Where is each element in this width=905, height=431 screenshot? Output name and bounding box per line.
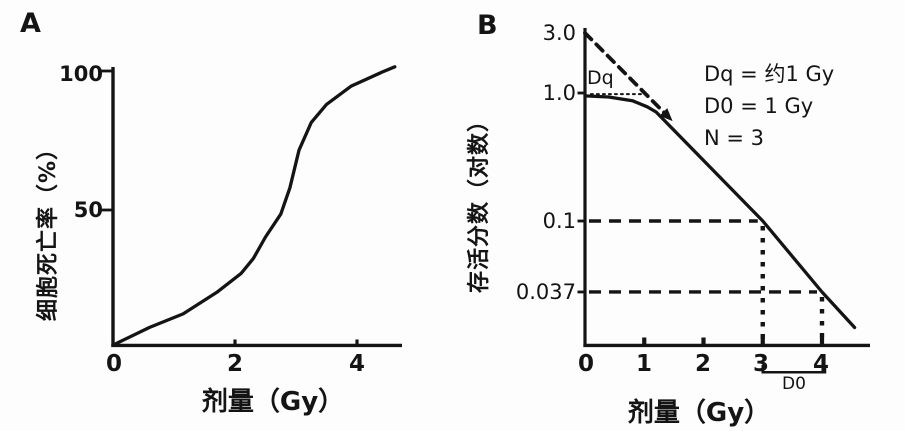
panel-a-x-axis-title: 剂量（Gy）	[201, 387, 345, 417]
panel-b-ytick-label-0.1: 0.1	[542, 209, 576, 233]
panel-b-ytick-label-1.0: 1.0	[542, 81, 576, 105]
panel-b-ytick-label-3.0: 3.0	[542, 21, 576, 45]
panel-b-survival-fraction-curve	[583, 94, 857, 330]
panel-b-xtick-label-1: 1	[635, 351, 653, 377]
panel-b-xtick-label-4: 4	[812, 351, 830, 377]
panel-a-label: A	[20, 8, 41, 39]
panel-a-xtick-label-0: 0	[105, 351, 123, 377]
panel-a-xtick-label-2: 2	[226, 351, 244, 377]
panel-b-d0-bracket	[761, 365, 827, 374]
panel-b-xtick-label-2: 2	[694, 351, 712, 377]
annotation-dq-value: Dq = 约1 Gy	[704, 62, 835, 86]
panel-b-extrapolation-n-line	[583, 31, 673, 122]
panel-b-y-axis-title: 存活分数（对数）	[467, 108, 492, 294]
panel-b-xtick-label-3: 3	[752, 351, 770, 377]
panel-b-xtick-label-0: 0	[577, 351, 595, 377]
panel-a-y-axis-title: 细胞死亡率（%）	[36, 136, 61, 322]
panel-a-xtick-label-4: 4	[348, 351, 366, 377]
panel-a-cell-death-rate-sigmoid	[114, 65, 397, 346]
panel-b-x-axis-title: 剂量（Gy）	[627, 398, 771, 428]
dq-shoulder-label: Dq	[587, 67, 614, 89]
annotation-n-value: N = 3	[704, 126, 765, 150]
panel-a-ytick-label-50: 50	[73, 198, 103, 222]
panel-b-annotation-block: Dq = 约1 Gy D0 = 1 Gy N = 3	[704, 58, 834, 154]
d0-bracket-label: D0	[782, 374, 806, 394]
annotation-d0-value: D0 = 1 Gy	[704, 94, 814, 118]
panel-b-label: B	[477, 10, 498, 41]
panel-b-ytick-label-0.037: 0.037	[515, 280, 576, 304]
panel-a-ytick-label-100: 100	[59, 62, 103, 86]
